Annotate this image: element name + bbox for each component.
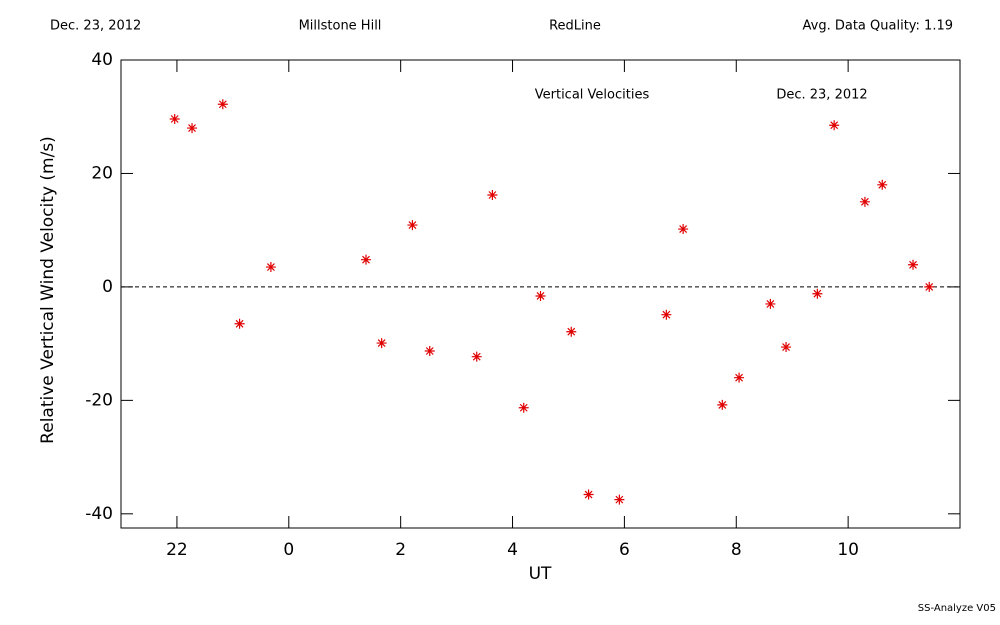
point: [360, 254, 371, 265]
x-tick-label: 0: [283, 540, 294, 560]
point: [812, 288, 823, 299]
x-tick-label: 6: [619, 540, 630, 560]
point: [717, 399, 728, 410]
point: [471, 351, 482, 362]
footer: SS-Analyze V05: [918, 603, 996, 614]
point: [765, 298, 776, 309]
point: [187, 123, 198, 134]
point: [169, 113, 180, 124]
point: [518, 402, 529, 413]
point: [376, 338, 387, 349]
header-line: RedLine: [549, 19, 601, 34]
point: [859, 196, 870, 207]
point: [877, 179, 888, 190]
y-tick-label: 40: [91, 50, 113, 70]
y-axis-label: Relative Vertical Wind Velocity (m/s): [38, 136, 58, 444]
point: [424, 346, 435, 357]
y-tick-label: -20: [85, 390, 113, 410]
annotation: Dec. 23, 2012: [776, 88, 867, 103]
plot-frame: [120, 59, 961, 529]
header-quality: Avg. Data Quality: 1.19: [803, 19, 953, 34]
point: [566, 326, 577, 337]
point: [535, 290, 546, 301]
header-site: Millstone Hill: [299, 19, 382, 34]
x-tick-label: 4: [507, 540, 518, 560]
point: [829, 120, 840, 131]
x-tick-label: 2: [395, 540, 406, 560]
point: [908, 259, 919, 270]
point: [734, 372, 745, 383]
x-axis-label: UT: [529, 564, 552, 584]
point: [924, 281, 935, 292]
point: [487, 190, 498, 201]
point: [234, 318, 245, 329]
point: [678, 224, 689, 235]
x-tick-label: 22: [166, 540, 188, 560]
point: [661, 309, 672, 320]
point: [217, 99, 228, 110]
annotation: Vertical Velocities: [535, 88, 650, 103]
y-tick-label: 0: [102, 277, 113, 297]
y-tick-label: -40: [85, 504, 113, 524]
point: [583, 489, 594, 500]
header-date: Dec. 23, 2012: [50, 19, 141, 34]
point: [407, 220, 418, 231]
y-tick-label: 20: [91, 163, 113, 183]
x-tick-label: 10: [837, 540, 859, 560]
point: [614, 494, 625, 505]
x-tick-label: 8: [731, 540, 742, 560]
point: [781, 342, 792, 353]
point: [265, 262, 276, 273]
